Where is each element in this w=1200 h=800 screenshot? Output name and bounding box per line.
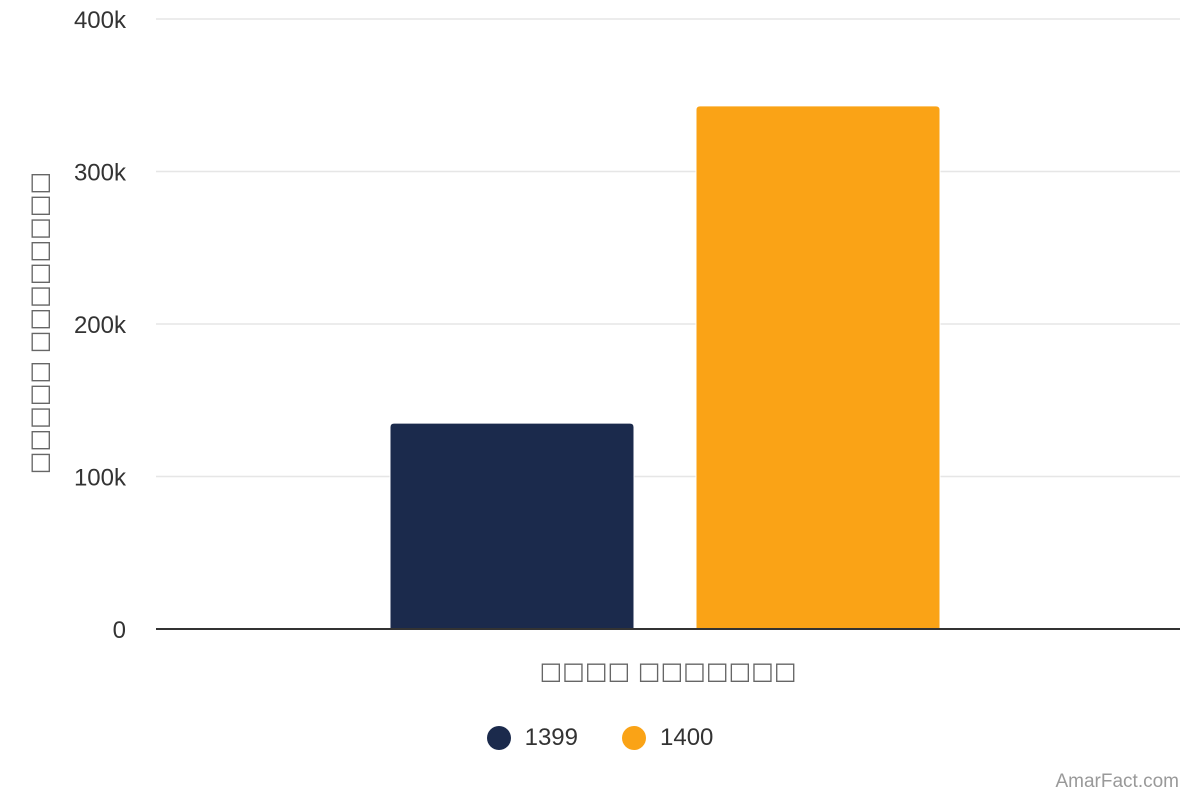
y-tick-label: 200k [74, 312, 127, 339]
bars [389, 105, 941, 630]
legend-label-1400: 1400 [660, 724, 714, 751]
legend: 1399 1400 [0, 724, 1200, 752]
legend-item-1400[interactable]: 1400 [622, 724, 713, 752]
bar-1399[interactable] [389, 422, 635, 630]
credit-link[interactable]: AmarFact.com [1055, 771, 1179, 792]
y-tick-label: 0 [113, 617, 126, 644]
y-tick-label: 400k [74, 7, 127, 34]
legend-swatch-1400 [622, 726, 646, 750]
y-tick-label: 100k [74, 465, 127, 492]
y-axis-title: □□□□□ □□□□□□□□ [25, 172, 53, 474]
y-tick-label: 300k [74, 160, 127, 187]
y-axis-ticks: 0 100k 200k 300k 400k [74, 7, 127, 644]
bar-1400[interactable] [695, 105, 941, 630]
legend-swatch-1399 [486, 726, 511, 750]
legend-item-1399[interactable]: 1399 [486, 724, 578, 752]
gridlines [156, 18, 1180, 478]
legend-label-1399: 1399 [524, 724, 578, 751]
x-axis-title: □□□□ □□□□□□□ [539, 657, 796, 685]
